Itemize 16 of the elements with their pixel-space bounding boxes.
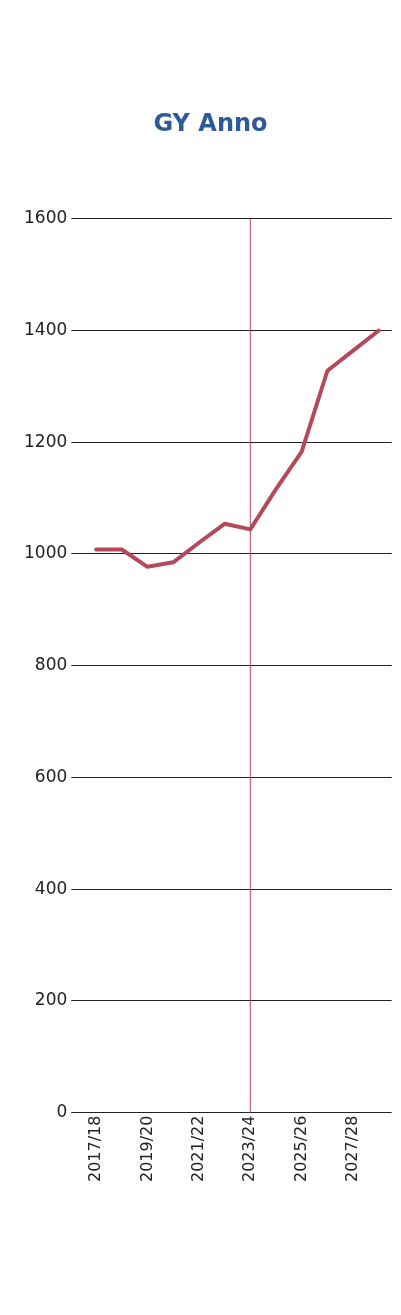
x-tick-label: 2025/26 — [290, 1115, 310, 1182]
x-tick-label: 2023/24 — [239, 1115, 259, 1182]
x-tick-label: 2027/28 — [342, 1115, 362, 1182]
y-tick-label: 800 — [34, 654, 68, 675]
x-tick-label: 2021/22 — [188, 1115, 208, 1182]
y-tick-label: 1200 — [24, 430, 68, 451]
y-tick-label: 200 — [34, 989, 68, 1010]
y-tick-label: 1600 — [24, 207, 68, 228]
y-tick-label: 0 — [56, 1100, 68, 1121]
x-tick-label: 2019/20 — [136, 1115, 156, 1182]
y-tick-label: 1400 — [24, 318, 68, 339]
y-tick-label: 1000 — [24, 542, 68, 563]
y-tick-label: 600 — [34, 765, 68, 786]
y-tick-label: 400 — [34, 877, 68, 898]
chart-title: GY Anno — [153, 108, 268, 137]
x-tick-label: 2017/18 — [85, 1115, 105, 1182]
